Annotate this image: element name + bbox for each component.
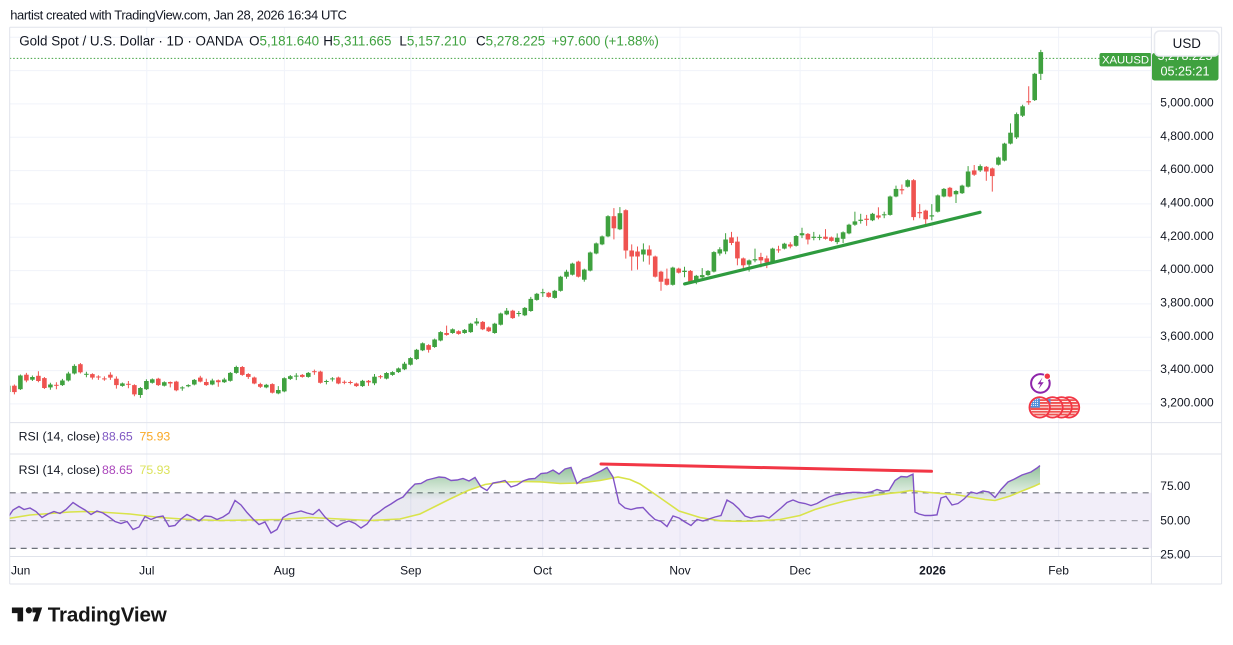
svg-text:hartist created with TradingVi: hartist created with TradingView.com, Ja…	[10, 8, 346, 23]
svg-text:4,600.000: 4,600.000	[1160, 162, 1214, 176]
svg-text:XAUUSD: XAUUSD	[1102, 54, 1149, 66]
svg-text:2026: 2026	[919, 563, 946, 577]
svg-text:4,000.000: 4,000.000	[1160, 262, 1214, 276]
svg-text:5,000.000: 5,000.000	[1160, 96, 1214, 110]
svg-text:4,800.000: 4,800.000	[1160, 129, 1214, 143]
svg-text:75.00: 75.00	[1160, 479, 1190, 493]
svg-text:50.00: 50.00	[1160, 514, 1190, 528]
svg-text:Gold Spot / U.S. Dollar · 1D ·: Gold Spot / U.S. Dollar · 1D · OANDA O5,1…	[19, 33, 659, 48]
svg-text:3,400.000: 3,400.000	[1160, 362, 1214, 376]
svg-text:Jul: Jul	[139, 563, 154, 577]
svg-text:3,600.000: 3,600.000	[1160, 329, 1214, 343]
svg-text:Feb: Feb	[1048, 563, 1069, 577]
svg-text:USD: USD	[1173, 36, 1202, 51]
svg-text:Nov: Nov	[669, 563, 690, 577]
svg-text:Dec: Dec	[789, 563, 810, 577]
svg-text:Oct: Oct	[533, 563, 552, 577]
svg-text:Aug: Aug	[274, 563, 295, 577]
svg-text:3,200.000: 3,200.000	[1160, 396, 1214, 410]
svg-text:4,200.000: 4,200.000	[1160, 229, 1214, 243]
svg-text:05:25:21: 05:25:21	[1160, 65, 1209, 79]
svg-text:Jun: Jun	[11, 563, 30, 577]
svg-text:25.00: 25.00	[1160, 547, 1190, 561]
svg-text:3,800.000: 3,800.000	[1160, 296, 1214, 310]
svg-text:TradingView: TradingView	[48, 604, 168, 627]
svg-text:4,400.000: 4,400.000	[1160, 196, 1214, 210]
svg-text:Sep: Sep	[400, 563, 422, 577]
